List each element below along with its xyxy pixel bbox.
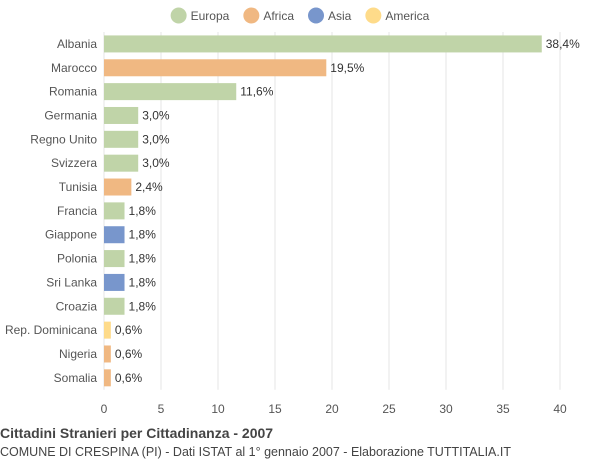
category-label-marocco: Marocco [51,61,97,75]
legend-swatch-america [365,7,382,24]
bar-chart: Europa Africa Asia America Albania Marocco Ro… [5,7,580,416]
legend-swatch-africa [243,7,260,24]
bar-nigeria [104,345,111,363]
bar-tunisia [104,178,132,196]
category-label-albania: Albania [57,37,97,51]
legend-label-africa: Africa [263,9,294,23]
legend-label-europa: Europa [191,9,230,23]
bar-svizzera [104,154,139,172]
value-label-francia: 1,8% [129,204,157,218]
bar-sri-lanka [104,273,125,291]
value-label-somalia: 0,6% [115,371,143,385]
bar-polonia [104,250,125,268]
x-axis-ticks: 0 5 10 15 20 25 30 35 40 [101,402,567,416]
bar-giappone [104,226,125,244]
category-label-rep-dominicana: Rep. Dominicana [5,323,97,337]
x-tick-label-25: 25 [382,402,396,416]
category-label-francia: Francia [57,204,97,218]
value-label-albania: 38,4% [546,37,580,51]
category-label-regno-unito: Regno Unito [30,132,97,146]
bar-germania [104,106,139,124]
x-tick-label-5: 5 [158,402,165,416]
category-label-polonia: Polonia [57,252,97,266]
category-label-germania: Germania [44,108,97,122]
value-label-croazia: 1,8% [129,299,157,313]
category-label-tunisia: Tunisia [59,180,98,194]
legend-label-america: America [385,9,429,23]
bar-regno-unito [104,130,139,148]
value-label-nigeria: 0,6% [115,347,143,361]
x-tick-label-35: 35 [496,402,510,416]
x-tick-label-30: 30 [439,402,453,416]
legend-swatch-europa [170,7,187,24]
chart-title: Cittadini Stranieri per Cittadinanza - 2… [0,425,274,441]
x-tick-label-20: 20 [325,402,339,416]
value-label-regno-unito: 3,0% [142,132,170,146]
x-tick-label-10: 10 [211,402,225,416]
value-label-polonia: 1,8% [129,252,157,266]
bar-somalia [104,369,111,387]
value-label-giappone: 1,8% [129,228,157,242]
category-label-giappone: Giappone [45,228,97,242]
value-label-marocco: 19,5% [330,61,364,75]
legend-label-asia: Asia [328,9,352,23]
x-tick-label-15: 15 [268,402,282,416]
category-label-croazia: Croazia [56,299,98,313]
category-label-somalia: Somalia [54,371,98,385]
x-tick-label-0: 0 [101,402,108,416]
bar-marocco [104,59,327,77]
bar-albania [104,35,542,53]
chart-subtitle: COMUNE DI CRESPINA (PI) - Dati ISTAT al … [0,445,511,459]
x-tick-label-40: 40 [553,402,567,416]
category-label-svizzera: Svizzera [51,156,97,170]
category-label-sri-lanka: Sri Lanka [46,275,97,289]
value-label-romania: 11,6% [240,85,273,99]
bar-croazia [104,297,125,315]
value-label-svizzera: 3,0% [142,156,170,170]
legend-swatch-asia [308,7,325,24]
value-label-rep-dominicana: 0,6% [115,323,143,337]
legend: Europa Africa Asia America [170,7,430,24]
bar-romania [104,83,237,101]
category-label-romania: Romania [49,85,97,99]
value-labels: 38,4% 19,5% 11,6% 3,0% 3,0% 3,0% 2,4% 1,8% 1,8% 1… [115,37,580,385]
bar-rep-dominicana [104,321,111,339]
value-label-germania: 3,0% [142,108,170,122]
value-label-tunisia: 2,4% [135,180,163,194]
category-label-nigeria: Nigeria [59,347,97,361]
category-labels: Albania Marocco Romania Germania Regno Unito… [5,37,97,385]
bars [104,35,542,387]
bar-francia [104,202,125,220]
value-label-sri-lanka: 1,8% [129,275,157,289]
